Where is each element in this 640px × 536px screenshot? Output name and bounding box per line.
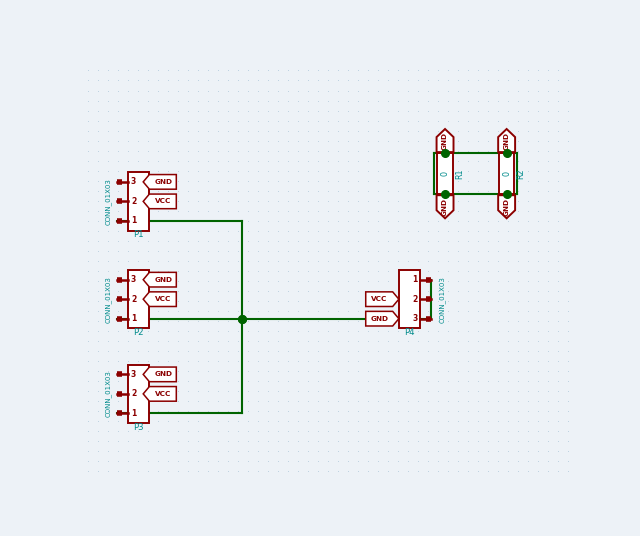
Text: 1: 1 (131, 409, 136, 418)
Text: VCC: VCC (371, 296, 387, 302)
Text: 1: 1 (131, 217, 136, 225)
Text: CONN_01X03: CONN_01X03 (438, 276, 445, 323)
Text: GND: GND (442, 198, 448, 216)
Text: P3: P3 (133, 422, 144, 431)
Polygon shape (498, 129, 515, 152)
Text: 2: 2 (131, 389, 136, 398)
Text: CONN_01X03: CONN_01X03 (104, 178, 111, 225)
Text: 1: 1 (412, 275, 417, 284)
Text: 3: 3 (412, 314, 417, 323)
Text: P2: P2 (133, 328, 144, 337)
Bar (128, 270, 149, 329)
Polygon shape (143, 272, 176, 287)
Text: 1: 1 (131, 314, 136, 323)
Text: 2: 2 (412, 295, 417, 304)
Text: VCC: VCC (156, 391, 172, 397)
Text: GND: GND (155, 277, 173, 282)
Text: CONN_01X03: CONN_01X03 (104, 276, 111, 323)
Bar (128, 172, 149, 230)
Text: 2: 2 (131, 197, 136, 206)
Polygon shape (365, 311, 399, 326)
Polygon shape (143, 386, 176, 401)
Text: P1: P1 (133, 230, 144, 239)
Polygon shape (143, 367, 176, 382)
Text: 0: 0 (440, 171, 449, 176)
Text: VCC: VCC (156, 198, 172, 204)
Polygon shape (365, 292, 399, 307)
Text: 0: 0 (502, 171, 511, 176)
Text: 3: 3 (131, 177, 136, 187)
Polygon shape (143, 292, 176, 307)
Bar (128, 364, 149, 423)
Polygon shape (143, 175, 176, 189)
Text: 3: 3 (131, 275, 136, 284)
Text: GND: GND (504, 131, 509, 150)
Text: GND: GND (155, 179, 173, 185)
Text: GND: GND (155, 371, 173, 377)
Polygon shape (436, 195, 454, 218)
Text: R2: R2 (516, 168, 525, 179)
Text: R1: R1 (455, 168, 464, 179)
Text: VCC: VCC (156, 296, 172, 302)
Text: P4: P4 (404, 328, 415, 337)
Bar (437, 153, 452, 195)
Bar (399, 270, 420, 329)
Text: 2: 2 (131, 295, 136, 304)
Text: GND: GND (370, 316, 388, 322)
Polygon shape (143, 194, 176, 209)
Text: CONN_01X03: CONN_01X03 (104, 370, 111, 418)
Polygon shape (498, 195, 515, 218)
Text: GND: GND (442, 131, 448, 150)
Bar (499, 153, 515, 195)
Text: 3: 3 (131, 370, 136, 379)
Polygon shape (436, 129, 454, 152)
Text: GND: GND (504, 198, 509, 216)
